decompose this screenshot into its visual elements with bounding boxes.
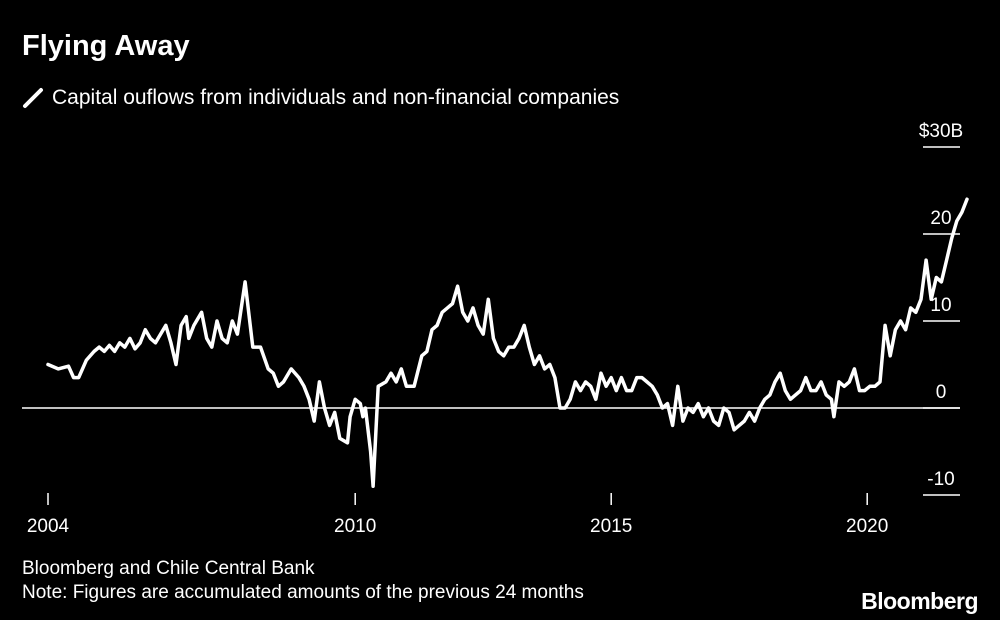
y-tick-label: 0 [936,382,947,403]
x-tick-label: 2004 [27,516,70,537]
bloomberg-logo: Bloomberg [861,588,978,614]
y-tick-label: -10 [927,469,954,490]
legend: Capital ouflows from individuals and non… [22,86,619,110]
y-tick-label: 10 [930,295,951,316]
series-line [46,197,969,489]
note-line: Note: Figures are accumulated amounts of… [22,582,584,603]
x-tick-label: 2010 [334,516,376,537]
source-line: Bloomberg and Chile Central Bank [22,558,315,579]
source-text: Bloomberg and Chile Central Bank Note: F… [22,557,584,605]
x-tick-label: 2015 [590,516,632,537]
chart-title: Flying Away [22,30,190,62]
legend-label: Capital ouflows from individuals and non… [52,86,620,109]
y-tick-label: 20 [930,208,951,229]
slash-line-icon [23,88,43,108]
y-tick-label: $30B [919,121,963,142]
x-tick-label: 2020 [846,516,888,537]
